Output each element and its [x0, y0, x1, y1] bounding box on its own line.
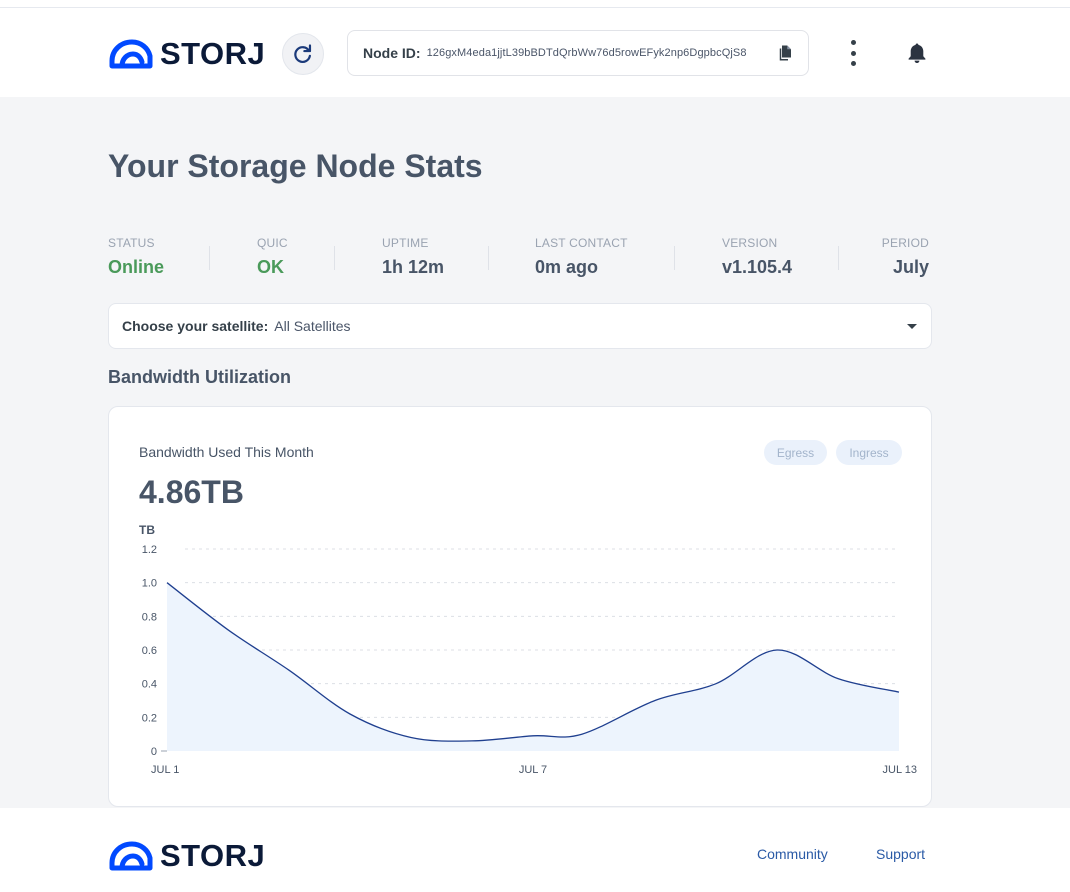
- y-tick-label: 0.2: [142, 712, 157, 724]
- bandwidth-total: 4.86TB: [139, 474, 244, 510]
- stat-divider: [674, 246, 675, 270]
- footer-logo[interactable]: STORJ: [108, 838, 265, 874]
- node-id-box: Node ID: 126gxM4eda1jjtL39bBDTdQrbWw76d5…: [347, 30, 809, 76]
- refresh-icon: [294, 44, 312, 63]
- page-title: Your Storage Node Stats: [108, 148, 483, 184]
- stat-status: STATUS Online: [108, 236, 164, 278]
- bandwidth-area: [167, 582, 899, 751]
- menu-dot: [850, 40, 856, 45]
- brand-name: STORJ: [160, 838, 266, 873]
- y-tick-label: 0: [151, 746, 157, 758]
- menu-dot: [850, 50, 856, 56]
- stat-divider: [488, 246, 489, 270]
- stat-quic: QUIC OK: [257, 236, 288, 278]
- y-tick-label: 1.2: [142, 544, 157, 556]
- node-stats-bar: STATUS Online QUIC OK UPTIME 1h 12m LAST…: [108, 236, 931, 282]
- stat-divider: [838, 246, 839, 270]
- dropdown-arrow-icon: [907, 324, 917, 329]
- x-tick-label: JUL 7: [519, 764, 547, 776]
- stat-label: VERSION: [722, 236, 778, 250]
- stat-last-contact: LAST CONTACT 0m ago: [535, 236, 628, 278]
- y-tick-label: 0.4: [142, 679, 157, 691]
- stat-label: UPTIME: [382, 236, 429, 250]
- stat-value: OK: [257, 257, 284, 277]
- stat-label: STATUS: [108, 236, 155, 250]
- cloud-logo-icon: [109, 841, 153, 871]
- satellite-value: All Satellites: [274, 318, 351, 334]
- footer: STORJ Community Support: [0, 808, 1070, 892]
- card-title: Bandwidth Used This Month: [139, 444, 314, 460]
- bandwidth-chart: TB 1.2 1.0 0.8 0.6 0.4 0.2 0 JUL 1 JUL 7 JUL 13: [139, 523, 917, 776]
- stat-divider: [334, 246, 335, 270]
- stat-label: QUIC: [257, 236, 288, 250]
- stat-label: PERIOD: [881, 236, 929, 250]
- x-tick-label: JUL 13: [883, 764, 917, 776]
- community-link[interactable]: Community: [757, 846, 828, 862]
- satellite-label: Choose your satellite:: [122, 318, 269, 334]
- stat-divider: [209, 246, 210, 270]
- x-tick-label: JUL 1: [151, 764, 179, 776]
- refresh-button[interactable]: [282, 33, 324, 75]
- stat-value: 1h 12m: [382, 257, 445, 277]
- stat-value: Online: [108, 257, 165, 277]
- ingress-toggle[interactable]: Ingress: [836, 440, 902, 465]
- stat-value: v1.105.4: [722, 257, 793, 277]
- more-options-icon[interactable]: [843, 38, 863, 68]
- stat-value: 0m ago: [535, 257, 599, 277]
- node-id-value: 126gxM4eda1jjtL39bBDTdQrbWw76d5rowEFyk2n…: [426, 47, 747, 59]
- bandwidth-line: [166, 582, 900, 742]
- copy-icon[interactable]: [776, 44, 794, 62]
- menu-dot: [850, 61, 856, 66]
- egress-toggle[interactable]: Egress: [764, 440, 827, 465]
- top-border: [0, 0, 1070, 8]
- y-axis-unit-label: TB: [139, 523, 155, 537]
- storj-logo[interactable]: STORJ: [108, 36, 265, 72]
- bell-icon[interactable]: [905, 41, 929, 65]
- node-id-label: Node ID:: [363, 45, 421, 61]
- bandwidth-card: Bandwidth Used This Month 4.86TB Egress …: [108, 406, 932, 807]
- satellite-dropdown[interactable]: Choose your satellite: All Satellites: [108, 303, 932, 349]
- brand-name: STORJ: [160, 36, 266, 71]
- stat-label: LAST CONTACT: [535, 236, 628, 250]
- stat-version: VERSION v1.105.4: [722, 236, 792, 278]
- cloud-logo-icon: [109, 39, 153, 69]
- y-tick-label: 0.8: [142, 611, 157, 623]
- stat-uptime: UPTIME 1h 12m: [382, 236, 444, 278]
- header: STORJ Node ID: 126gxM4eda1jjtL39bBDTdQrb…: [0, 8, 1070, 97]
- stat-period: PERIOD July: [882, 236, 929, 278]
- y-tick-label: 0.6: [142, 645, 157, 657]
- y-tick-label: 1.0: [142, 578, 157, 590]
- section-title: Bandwidth Utilization: [108, 367, 291, 387]
- support-link[interactable]: Support: [876, 846, 926, 862]
- stat-value: July: [892, 257, 929, 277]
